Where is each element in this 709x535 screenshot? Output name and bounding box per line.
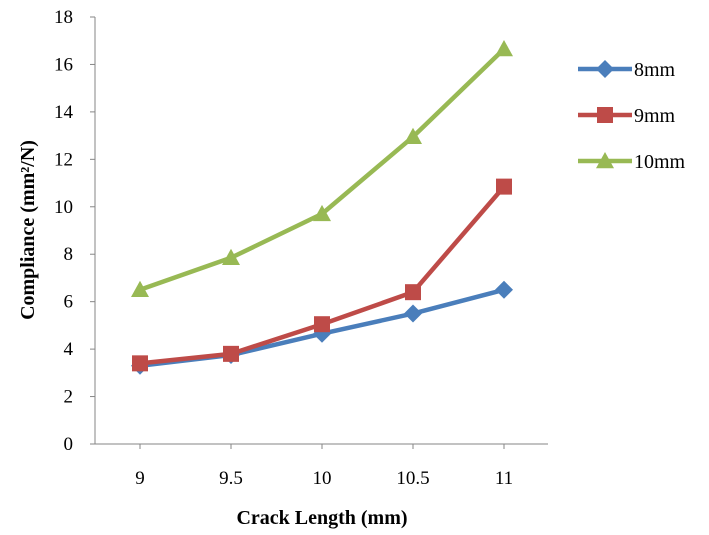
legend-marker-10mm <box>596 152 614 169</box>
y-tick-label: 0 <box>64 434 74 455</box>
x-tick-labels: 9 9.5 10 10.5 11 <box>135 468 513 489</box>
legend-label-10mm: 10mm <box>634 151 686 173</box>
series-9mm <box>132 178 512 372</box>
x-tick-label: 10 <box>313 468 332 489</box>
y-tick-label: 14 <box>54 102 74 123</box>
data-point-8mm <box>404 304 422 323</box>
data-point-9mm <box>496 178 512 195</box>
legend-item-10mm: 10mm <box>578 151 686 173</box>
x-axis-title: Crack Length (mm) <box>236 507 407 529</box>
y-tick-label: 6 <box>64 292 74 313</box>
data-point-8mm <box>495 280 513 299</box>
y-tick-label: 4 <box>64 339 74 360</box>
legend-marker-8mm <box>596 60 614 78</box>
axes <box>90 16 548 449</box>
y-tick-label: 10 <box>54 197 73 218</box>
y-tick-label: 18 <box>54 7 73 28</box>
legend-item-9mm: 9mm <box>578 105 676 127</box>
series-10mm <box>131 40 513 298</box>
legend-marker-9mm <box>597 107 613 123</box>
y-tick-label: 16 <box>54 54 73 75</box>
data-point-10mm <box>222 248 240 265</box>
y-tick-label: 8 <box>64 244 74 265</box>
x-tick-label: 11 <box>495 468 513 489</box>
y-tick-labels: 0 2 4 6 8 10 12 14 16 18 <box>54 7 74 455</box>
data-point-10mm <box>404 127 422 144</box>
y-tick-label: 12 <box>54 149 73 170</box>
x-tick-label: 10.5 <box>396 468 429 489</box>
data-point-9mm <box>132 355 148 372</box>
data-point-9mm <box>223 345 239 362</box>
x-tick-label: 9 <box>135 468 145 489</box>
data-point-10mm <box>495 40 513 57</box>
y-axis-title: Compliance (mm²/N) <box>17 140 39 320</box>
legend-label-9mm: 9mm <box>634 105 676 127</box>
legend-item-8mm: 8mm <box>578 59 676 81</box>
data-point-10mm <box>313 204 331 222</box>
legend: 8mm 9mm 10mm <box>578 59 686 173</box>
data-point-9mm <box>314 316 330 333</box>
x-tick-label: 9.5 <box>219 468 243 489</box>
series-group <box>131 40 513 375</box>
data-point-9mm <box>405 284 421 301</box>
legend-label-8mm: 8mm <box>634 59 676 81</box>
y-tick-label: 2 <box>64 387 74 408</box>
data-point-10mm <box>131 280 149 298</box>
series-line-10mm <box>139 47 506 292</box>
